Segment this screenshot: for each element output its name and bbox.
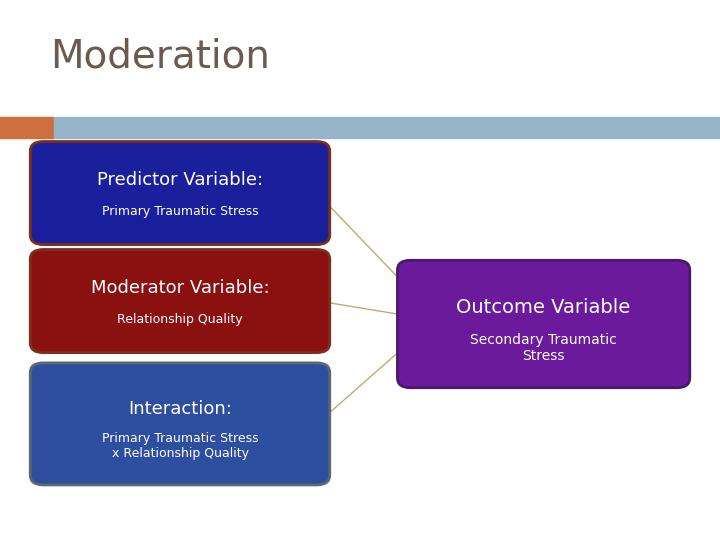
Bar — [0, 117, 54, 138]
Text: Moderation: Moderation — [50, 38, 270, 76]
FancyBboxPatch shape — [397, 260, 690, 388]
Text: Primary Traumatic Stress
x Relationship Quality: Primary Traumatic Stress x Relationship … — [102, 433, 258, 461]
Text: Moderator Variable:: Moderator Variable: — [91, 280, 269, 298]
Text: Interaction:: Interaction: — [128, 400, 232, 417]
Text: Primary Traumatic Stress: Primary Traumatic Stress — [102, 205, 258, 218]
FancyBboxPatch shape — [30, 249, 330, 353]
Text: Relationship Quality: Relationship Quality — [117, 313, 243, 326]
FancyBboxPatch shape — [30, 363, 330, 485]
Text: Secondary Traumatic
Stress: Secondary Traumatic Stress — [470, 333, 617, 363]
Text: Outcome Variable: Outcome Variable — [456, 298, 631, 318]
Bar — [54, 117, 720, 138]
Text: Predictor Variable:: Predictor Variable: — [97, 172, 263, 190]
FancyBboxPatch shape — [30, 141, 330, 245]
